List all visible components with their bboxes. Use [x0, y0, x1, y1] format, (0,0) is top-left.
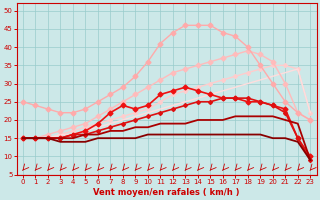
X-axis label: Vent moyen/en rafales ( km/h ): Vent moyen/en rafales ( km/h ) [93, 188, 240, 197]
